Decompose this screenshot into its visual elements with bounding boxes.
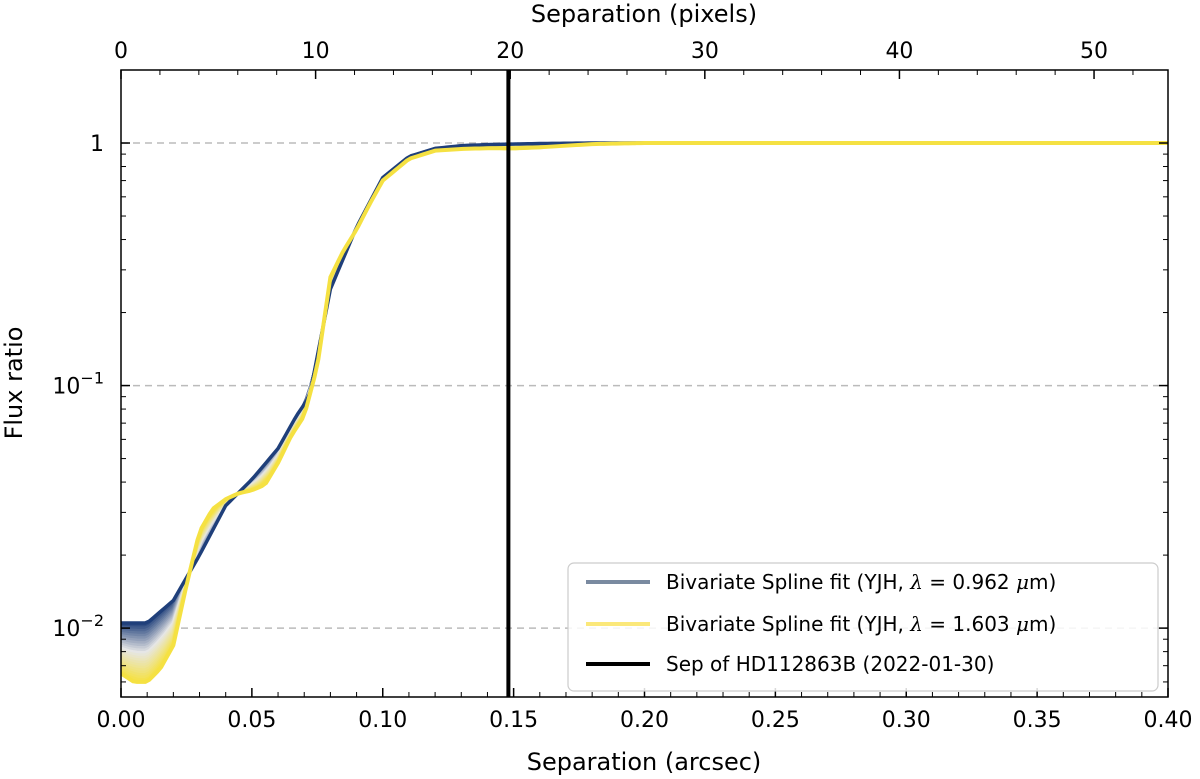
y-grid-lines [121,142,1168,629]
x-axis-ticks: 0.00 0.05 0.10 0.15 0.20 0.25 0.30 0.35 0.40 [97,688,1193,733]
x-tick-label-8: 0.40 [1144,708,1193,733]
x-tick-label-3: 0.15 [489,708,538,733]
legend-box [567,562,1159,692]
x-tick-label-4: 0.20 [620,708,669,733]
x2-tick-label-5: 50 [1080,39,1108,64]
series-lines [121,141,1168,684]
x-tick-label-0: 0.00 [97,708,146,733]
x-tick-label-6: 0.30 [882,708,931,733]
x2-tick-label-4: 40 [885,39,913,64]
y-axis-ticks: 1 10−1 10−2 [52,69,1168,683]
x-tick-label-1: 0.05 [227,708,276,733]
x2-tick-label-1: 10 [302,39,330,64]
x2-axis-ticks: 0 10 20 30 40 50 [114,39,1134,79]
legend-entry-vline: Sep of HD112863B (2022-01-30) [666,652,994,676]
legend: Bivariate Spline fit (YJH, λ = 0.962 μm)… [567,562,1159,692]
x2-tick-label-3: 30 [691,39,719,64]
x2-tick-label-2: 20 [496,39,524,64]
x-tick-label-2: 0.10 [358,708,407,733]
legend-entry-series-1: Bivariate Spline fit (YJH, λ = 0.962 μm) [666,570,1056,594]
x2-axis-title: Separation (pixels) [531,0,757,28]
series-line-1603 [121,141,1168,684]
y-tick-label-1: 10−1 [52,369,104,400]
y-tick-label-2: 10−2 [52,611,104,642]
x-axis-title: Separation (arcsec) [527,748,762,776]
x2-tick-label-0: 0 [114,39,128,64]
legend-entry-series-2: Bivariate Spline fit (YJH, λ = 1.603 μm) [666,612,1056,636]
x-tick-label-5: 0.25 [751,708,800,733]
y-axis-title: Flux ratio [0,327,28,440]
y-tick-label-0: 1 [90,132,104,157]
x-tick-label-7: 0.35 [1013,708,1062,733]
